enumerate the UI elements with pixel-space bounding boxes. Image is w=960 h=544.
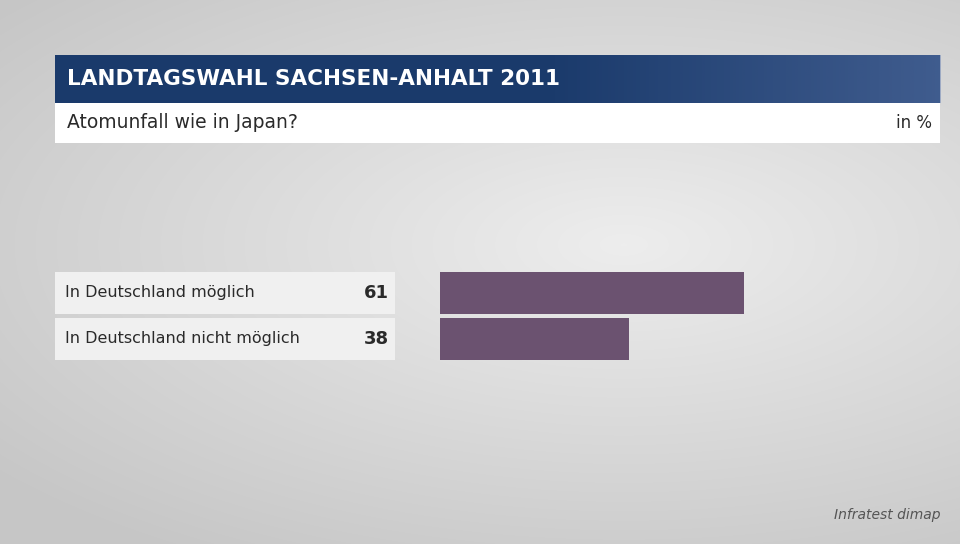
Text: 38: 38 (364, 330, 389, 348)
Text: In Deutschland möglich: In Deutschland möglich (65, 286, 254, 300)
Bar (440, 318, 629, 360)
Bar (440, 272, 744, 314)
Bar (55, 272, 395, 314)
Bar (55, 103, 940, 143)
Text: 61: 61 (364, 284, 389, 302)
Text: in %: in % (896, 114, 932, 132)
Bar (55, 55, 940, 103)
Text: Atomunfall wie in Japan?: Atomunfall wie in Japan? (67, 114, 298, 133)
Bar (55, 318, 395, 360)
Text: Infratest dimap: Infratest dimap (833, 508, 940, 522)
Text: LANDTAGSWAHL SACHSEN-ANHALT 2011: LANDTAGSWAHL SACHSEN-ANHALT 2011 (67, 69, 560, 89)
Text: In Deutschland nicht möglich: In Deutschland nicht möglich (65, 331, 300, 347)
